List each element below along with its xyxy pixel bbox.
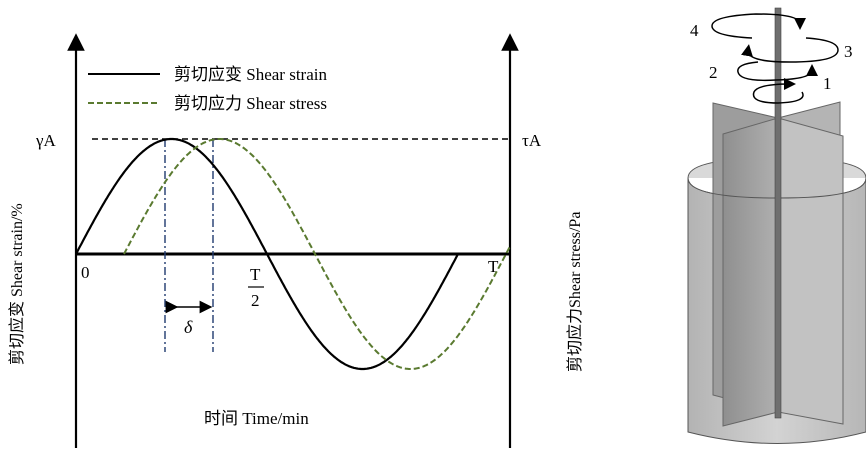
legend: 剪切应变 Shear strain 剪切应力 Shear stress <box>88 65 327 113</box>
half-period-denominator: 2 <box>251 291 260 310</box>
rotation-arrow-3 <box>741 37 839 63</box>
strain-amplitude-label: γA <box>35 131 57 150</box>
rheometer-illustration: 1 2 3 4 <box>687 7 866 444</box>
shear-strain-curve <box>75 137 459 371</box>
rotation-label-4: 4 <box>690 21 699 40</box>
time-axis-label: 时间 Time/min <box>204 409 309 428</box>
rotation-label-2: 2 <box>709 63 718 82</box>
rotation-label-3: 3 <box>844 42 853 61</box>
rotation-label-1: 1 <box>823 74 832 93</box>
left-y-axis-label: 剪切应变 Shear strain/% <box>7 203 26 365</box>
period-label: T <box>488 257 499 276</box>
rotation-arrow-1 <box>752 78 804 104</box>
waveform-diagram: 剪切应变 Shear strain 剪切应力 Shear stress γA τ… <box>7 33 584 448</box>
vane-shaft <box>774 7 782 419</box>
vane-blade-right-front <box>777 117 844 425</box>
legend-stress-label: 剪切应力 Shear stress <box>174 94 327 113</box>
stress-amplitude-label: τA <box>522 131 542 150</box>
right-y-axis-label: 剪切应力Shear stress/Pa <box>565 212 584 372</box>
origin-label: 0 <box>81 263 90 282</box>
rotation-arrow-2 <box>737 61 818 82</box>
half-period-numerator: T <box>250 265 261 284</box>
shear-stress-curve <box>123 138 511 370</box>
rotation-arrow-4 <box>711 13 806 39</box>
phase-angle-label: δ <box>184 317 193 337</box>
legend-strain-label: 剪切应变 Shear strain <box>174 65 327 84</box>
vane-blade-left-front <box>722 117 779 427</box>
